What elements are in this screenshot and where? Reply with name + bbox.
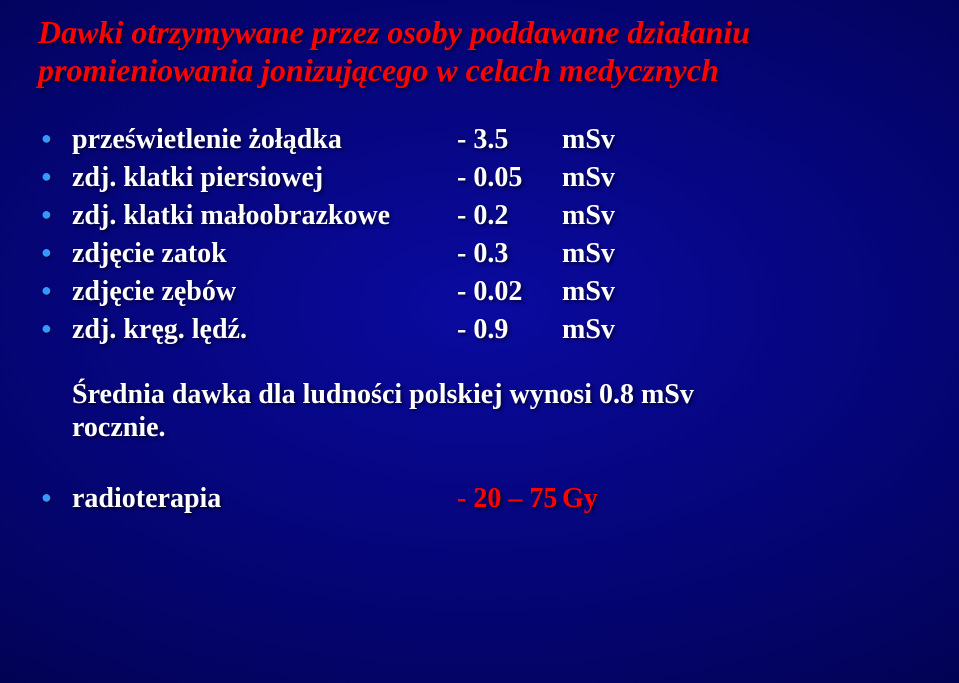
slide-container: Dawki otrzymywane przez osoby poddawane … <box>38 14 929 663</box>
item-value: - 0.05 <box>457 162 562 194</box>
slide-content: prześwietlenie żołądka - 3.5 mSv zdj. kl… <box>38 124 929 515</box>
item-label: zdj. klatki małoobrazkowe <box>72 200 457 232</box>
bullet-icon <box>38 126 72 154</box>
bullet-icon <box>38 278 72 306</box>
item-value: - 20 – 75 <box>457 483 562 515</box>
item-label: zdjęcie zębów <box>72 276 457 308</box>
item-label: prześwietlenie żołądka <box>72 124 457 156</box>
slide-title: Dawki otrzymywane przez osoby poddawane … <box>38 14 929 90</box>
title-line-2: promieniowania jonizującego w celach med… <box>38 52 719 88</box>
item-unit: mSv <box>562 276 615 308</box>
item-unit: mSv <box>562 200 615 232</box>
item-label: radioterapia <box>72 483 457 515</box>
item-unit: mSv <box>562 162 615 194</box>
list-item: zdjęcie zatok - 0.3 mSv <box>38 238 929 270</box>
bullet-icon <box>38 485 72 513</box>
average-text: Średnia dawka dla ludności polskiej wyno… <box>38 378 929 445</box>
item-value: - 0.3 <box>457 238 562 270</box>
item-value: - 3.5 <box>457 124 562 156</box>
bullet-icon <box>38 316 72 344</box>
item-label: zdj. klatki piersiowej <box>72 162 457 194</box>
list-item: zdj. kręg. lędź. - 0.9 mSv <box>38 314 929 346</box>
list-item: prześwietlenie żołądka - 3.5 mSv <box>38 124 929 156</box>
bullet-icon <box>38 164 72 192</box>
avg-line-1: Średnia dawka dla ludności polskiej wyno… <box>72 379 694 410</box>
item-value: - 0.2 <box>457 200 562 232</box>
item-label: zdj. kręg. lędź. <box>72 314 457 346</box>
item-label: zdjęcie zatok <box>72 238 457 270</box>
list-item: zdjęcie zębów - 0.02 mSv <box>38 276 929 308</box>
item-unit: mSv <box>562 124 615 156</box>
item-value: - 0.02 <box>457 276 562 308</box>
title-line-1: Dawki otrzymywane przez osoby poddawane … <box>38 14 750 50</box>
item-unit: mSv <box>562 238 615 270</box>
avg-line-2: rocznie. <box>72 412 166 443</box>
list-item: radioterapia - 20 – 75 Gy <box>38 483 929 515</box>
item-unit: mSv <box>562 314 615 346</box>
item-value: - 0.9 <box>457 314 562 346</box>
item-unit: Gy <box>562 483 598 515</box>
bullet-icon <box>38 240 72 268</box>
list-item: zdj. klatki małoobrazkowe - 0.2 mSv <box>38 200 929 232</box>
list-item: zdj. klatki piersiowej - 0.05 mSv <box>38 162 929 194</box>
bullet-icon <box>38 202 72 230</box>
